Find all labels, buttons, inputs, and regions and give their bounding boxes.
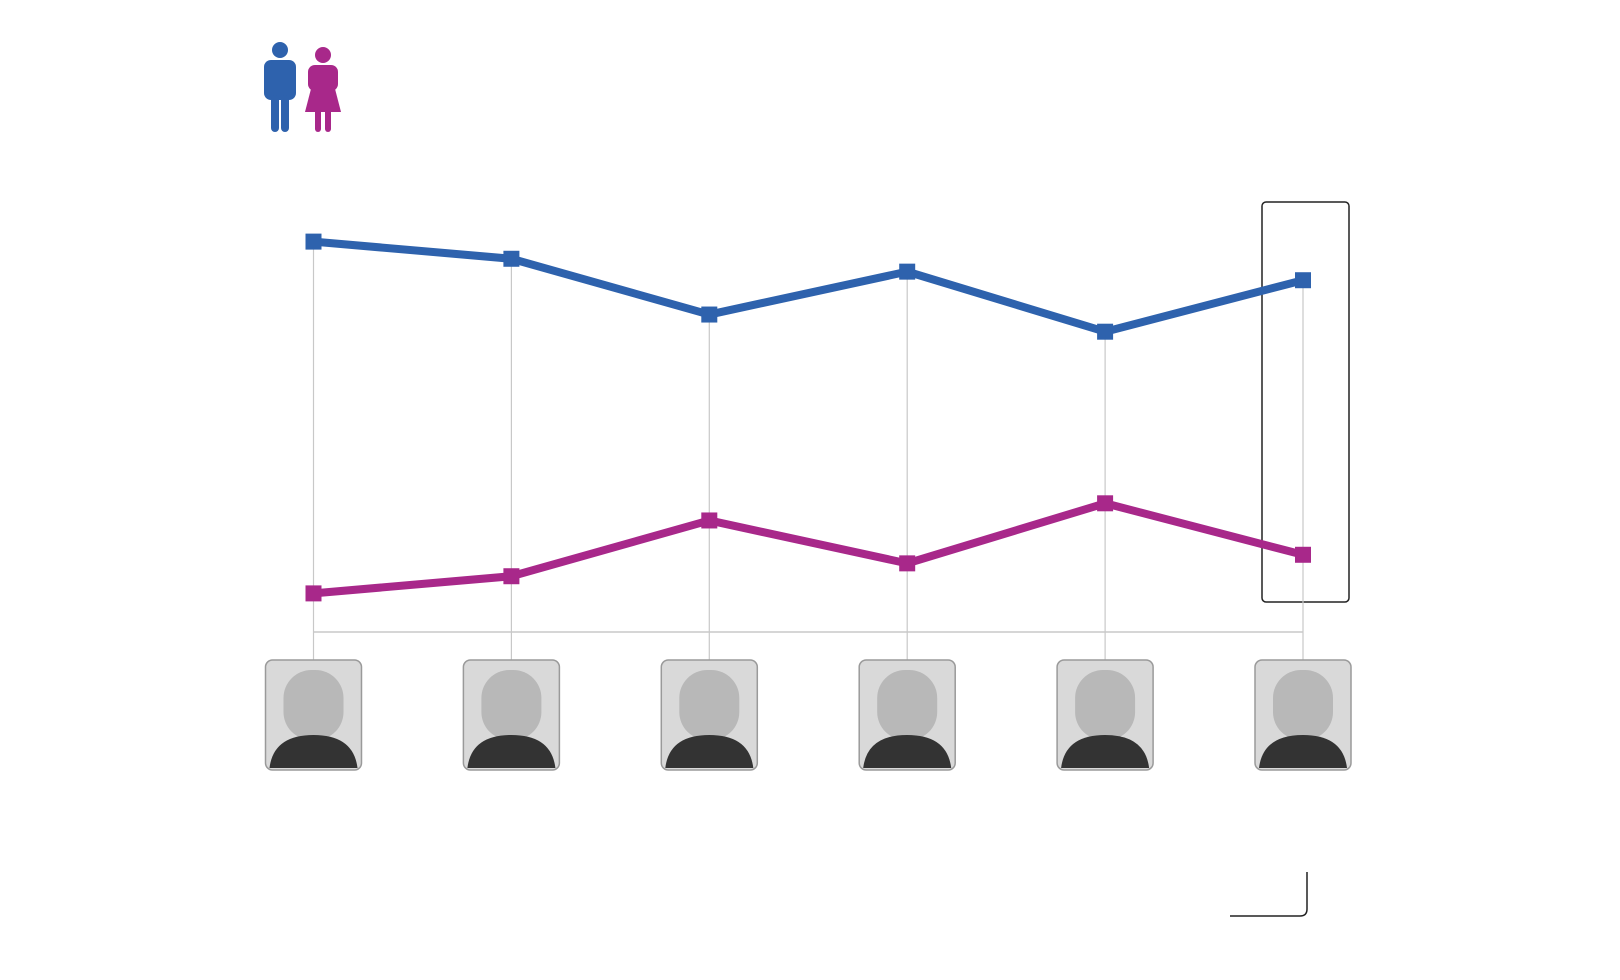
series-marker — [305, 585, 322, 602]
series-marker — [503, 250, 520, 267]
gender-icons — [264, 42, 341, 132]
series-marker — [503, 568, 520, 585]
series-marker — [899, 263, 916, 280]
man-icon — [264, 42, 296, 132]
portrait-shoulders — [1061, 735, 1150, 768]
portrait-shoulders — [1259, 735, 1347, 768]
portrait-shoulders — [467, 735, 556, 768]
portrait-shoulders — [269, 735, 358, 768]
series-line — [313, 499, 1305, 598]
series-marker — [1097, 495, 1114, 512]
series-marker — [1295, 546, 1311, 563]
highlight-box — [1261, 201, 1350, 603]
series-marker — [701, 306, 718, 323]
portrait-silhouette — [1273, 670, 1333, 740]
series-line — [313, 237, 1305, 336]
portrait-silhouette — [679, 670, 740, 740]
corner-bracket — [1230, 872, 1308, 917]
portrait-shoulders — [665, 735, 754, 768]
portrait-silhouette — [1075, 670, 1136, 740]
series-marker — [305, 233, 322, 250]
portrait-silhouette — [481, 670, 542, 740]
series-marker — [1097, 323, 1114, 340]
portrait-silhouette — [877, 670, 938, 740]
series-marker — [701, 512, 718, 529]
series-marker — [899, 555, 916, 572]
portrait-silhouette — [283, 670, 344, 740]
series-marker — [1295, 272, 1311, 289]
woman-icon — [305, 47, 341, 132]
portrait-shoulders — [863, 735, 952, 768]
